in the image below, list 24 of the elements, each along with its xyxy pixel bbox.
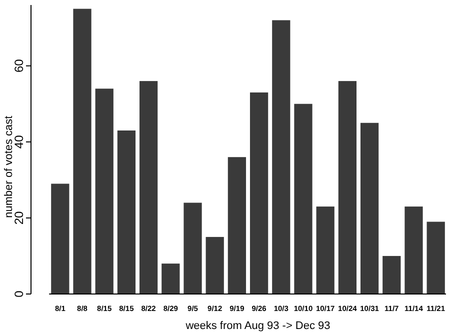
bar — [404, 206, 423, 294]
bar — [95, 88, 114, 294]
bar — [250, 92, 268, 294]
bar — [117, 130, 136, 294]
x-axis-title: weeks from Aug 93 -> Dec 93 — [184, 320, 330, 332]
bar — [360, 122, 379, 294]
y-tick-label: 0 — [12, 290, 26, 298]
bar — [206, 236, 224, 294]
bar — [294, 104, 312, 294]
bar — [162, 264, 180, 294]
bar — [382, 256, 401, 294]
bar — [272, 20, 290, 294]
bar — [140, 81, 158, 294]
y-tick-label: 40 — [12, 134, 26, 149]
bar — [316, 206, 334, 294]
bar — [338, 81, 357, 294]
bar — [426, 222, 445, 294]
bar — [184, 202, 202, 294]
bar — [51, 184, 70, 294]
y-tick-label: 60 — [12, 58, 26, 73]
bar — [228, 157, 246, 294]
bar — [73, 8, 92, 294]
y-tick-label: 20 — [12, 210, 26, 225]
y-axis-title: number of votes cast — [3, 116, 15, 218]
